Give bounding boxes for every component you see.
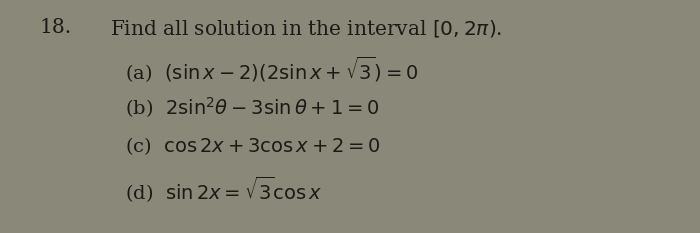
Text: Find all solution in the interval $[0,2\pi)$.: Find all solution in the interval $[0,2\… [110,18,503,39]
Text: (c)  $\cos 2x + 3\cos x + 2 = 0$: (c) $\cos 2x + 3\cos x + 2 = 0$ [125,135,381,157]
Text: 18.: 18. [40,18,72,37]
Text: (a)  $(\sin x - 2)(2\sin x + \sqrt{3}) = 0$: (a) $(\sin x - 2)(2\sin x + \sqrt{3}) = … [125,55,419,85]
Text: (b)  $2\sin^2\!\theta - 3\sin\theta + 1 = 0$: (b) $2\sin^2\!\theta - 3\sin\theta + 1 =… [125,95,379,120]
Text: (d)  $\sin 2x = \sqrt{3}\cos x$: (d) $\sin 2x = \sqrt{3}\cos x$ [125,175,323,205]
